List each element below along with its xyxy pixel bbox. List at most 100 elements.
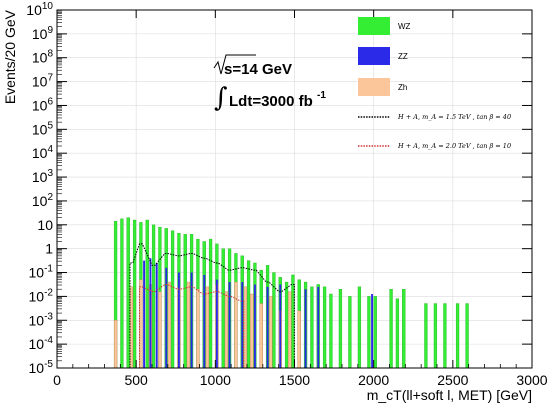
y-tick-label: 105 (32, 120, 54, 137)
zh-bar (167, 281, 172, 369)
y-tick-label: 10-2 (29, 287, 54, 304)
signal-2p0-step (138, 283, 245, 368)
y-tick-label: 104 (32, 144, 54, 161)
y-tick-label: 103 (32, 168, 54, 185)
energy-annotation: s=14 GeV (213, 54, 292, 78)
wz-bar (310, 286, 314, 369)
zz-bar (253, 284, 256, 368)
wz-bar (322, 286, 327, 369)
wz-bar (120, 218, 124, 369)
y-tick-label: 1010 (26, 1, 53, 18)
zh-bar (250, 293, 254, 369)
x-tick-label: 500 (124, 372, 148, 388)
y-axis-label: Events/20 GeV (2, 9, 18, 104)
x-tick-label: 3000 (516, 372, 547, 388)
wz-bar (348, 296, 352, 369)
zz-bar (266, 286, 269, 368)
wz-bar (208, 238, 213, 369)
wz-bar (389, 289, 393, 369)
energy-text: s=14 GeV (224, 61, 292, 78)
zz-bar (203, 274, 206, 368)
axis-ticks (56, 9, 533, 369)
x-tick-label: 2000 (358, 372, 389, 388)
zz-bars (143, 258, 374, 368)
wz-bar (367, 296, 371, 369)
y-tick-label: 107 (32, 73, 54, 90)
wz-bar (357, 286, 362, 369)
y-tick-label: 1 (45, 241, 53, 257)
zz-bar (190, 272, 193, 368)
y-tick-label: 10-1 (29, 264, 54, 281)
wz-bar (132, 219, 137, 369)
zz-bar (228, 282, 231, 368)
lumi-exponent: -1 (317, 90, 326, 101)
zz-bar (215, 279, 218, 368)
wz-bar (284, 281, 289, 369)
zh-bar (224, 291, 229, 369)
wz-bar (151, 224, 156, 369)
x-tick-label: 1500 (279, 372, 310, 388)
legend-label-signal-1p5: H + A, m_A = 1.5 TeV , tan β = 40 (397, 113, 511, 121)
wz-bar (402, 289, 406, 369)
wz-bar (373, 296, 377, 369)
legend-swatch-zz (358, 47, 390, 65)
zh-bar (113, 320, 118, 369)
zh-bar (234, 281, 238, 369)
zh-bar (196, 289, 200, 369)
y-tick-label: 10-4 (29, 335, 54, 352)
wz-bar (338, 289, 343, 369)
integral-symbol: ∫ (214, 83, 228, 113)
zz-bar (165, 267, 168, 368)
wz-bar (443, 303, 447, 369)
y-tick-label: 10-5 (29, 359, 54, 376)
lumi-text: Ldt=3000 fb (229, 93, 313, 110)
legend: WZ ZZ Zh H + A, m_A = 1.5 TeV , tan β = … (358, 17, 511, 150)
zz-bar (143, 260, 146, 368)
y-tick-label: 10 (37, 217, 53, 233)
legend-swatch-zh (358, 78, 390, 96)
zz-bar (241, 282, 244, 368)
x-axis-label: m_cT(ll+soft l, MET) [GeV] (367, 387, 532, 403)
legend-label-signal-2p0: H + A, m_A = 2.0 TeV , tan β = 10 (397, 142, 511, 150)
x-tick-label: 0 (53, 372, 61, 388)
y-tick-label: 106 (32, 96, 54, 113)
wz-bar (145, 219, 149, 369)
zz-bar (371, 294, 374, 368)
zh-bar (297, 310, 301, 369)
wz-bar (126, 217, 130, 369)
y-tick-label: 108 (32, 49, 54, 66)
signal-ma-2p0-line (138, 283, 245, 368)
zh-bar (205, 286, 210, 369)
zz-bar (155, 262, 158, 368)
x-tick-label: 2500 (437, 372, 468, 388)
zz-bar (177, 272, 180, 368)
zh-bar (269, 296, 273, 369)
zh-bar (288, 291, 292, 369)
zh-bar (186, 281, 191, 369)
x-tick-label: 1000 (200, 372, 231, 388)
zh-bar (259, 303, 263, 369)
legend-label-zh: Zh (398, 83, 407, 92)
wz-bar (465, 303, 469, 369)
lumi-annotation: ∫ Ldt=3000 fb -1 (214, 83, 326, 113)
zz-bar (317, 286, 320, 368)
wz-bar (246, 260, 251, 369)
y-tick-labels: 10-5 10-4 10-3 10-2 10-1 1 10 102 103 104 105 106 10… (26, 1, 53, 376)
zz-bar (149, 258, 152, 368)
wz-bar (424, 303, 428, 369)
y-tick-label: 10-3 (29, 311, 54, 328)
legend-label-wz: WZ (398, 22, 411, 31)
x-tick-labels: 0 500 1000 1500 2000 2500 3000 (53, 372, 548, 388)
zz-bar (304, 289, 307, 368)
zz-bar (279, 284, 282, 368)
y-tick-label: 102 (32, 192, 54, 209)
wz-bar (329, 293, 333, 369)
zh-bar (243, 286, 248, 369)
y-tick-label: 109 (32, 25, 54, 42)
wz-bar (170, 230, 175, 369)
legend-label-zz: ZZ (398, 52, 408, 61)
wz-bar (433, 303, 438, 369)
legend-swatch-wz (358, 17, 390, 35)
sqrt-symbol (213, 54, 256, 75)
